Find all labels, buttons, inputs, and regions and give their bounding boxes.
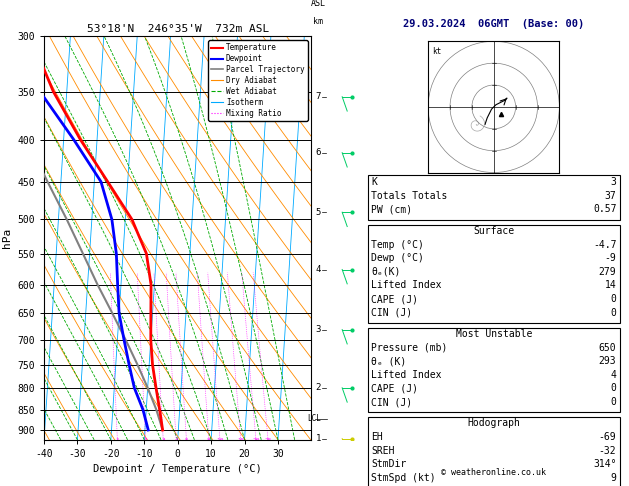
Text: 6: 6: [315, 148, 321, 157]
Legend: Temperature, Dewpoint, Parcel Trajectory, Dry Adiabat, Wet Adiabat, Isotherm, Mi: Temperature, Dewpoint, Parcel Trajectory…: [208, 40, 308, 121]
Text: PW (cm): PW (cm): [371, 204, 412, 214]
Text: -4.7: -4.7: [593, 240, 616, 250]
Text: Lifted Index: Lifted Index: [371, 280, 442, 291]
Text: θₑ (K): θₑ (K): [371, 356, 406, 366]
Text: 4: 4: [315, 265, 321, 274]
Text: 314°: 314°: [593, 459, 616, 469]
Text: 2: 2: [315, 383, 321, 392]
Text: LCL: LCL: [307, 414, 321, 423]
Text: ASL: ASL: [311, 0, 326, 8]
Text: 5: 5: [184, 438, 188, 443]
Text: 25: 25: [264, 438, 272, 443]
Text: km: km: [313, 17, 323, 26]
Text: -32: -32: [599, 446, 616, 456]
Text: 650: 650: [599, 343, 616, 353]
Text: Surface: Surface: [473, 226, 515, 236]
Text: -69: -69: [599, 432, 616, 442]
Text: -9: -9: [604, 253, 616, 263]
Text: SREH: SREH: [371, 446, 394, 456]
Text: 9: 9: [611, 473, 616, 483]
Text: 1: 1: [116, 438, 120, 443]
Text: 37: 37: [604, 191, 616, 201]
Text: Pressure (mb): Pressure (mb): [371, 343, 447, 353]
Text: StmDir: StmDir: [371, 459, 406, 469]
Text: 5: 5: [315, 208, 321, 217]
Text: kt: kt: [433, 48, 442, 56]
Text: 8: 8: [207, 438, 211, 443]
Text: Dewp (°C): Dewp (°C): [371, 253, 424, 263]
Text: 0: 0: [611, 383, 616, 394]
Text: Lifted Index: Lifted Index: [371, 370, 442, 380]
Text: Totals Totals: Totals Totals: [371, 191, 447, 201]
Text: 29.03.2024  06GMT  (Base: 00): 29.03.2024 06GMT (Base: 00): [403, 19, 584, 30]
Text: Most Unstable: Most Unstable: [455, 329, 532, 339]
Text: θₑ(K): θₑ(K): [371, 267, 401, 277]
Text: 3: 3: [611, 177, 616, 187]
Text: K: K: [371, 177, 377, 187]
Text: Temp (°C): Temp (°C): [371, 240, 424, 250]
Text: EH: EH: [371, 432, 383, 442]
Text: Hodograph: Hodograph: [467, 418, 520, 429]
Y-axis label: hPa: hPa: [2, 228, 12, 248]
Text: 0: 0: [611, 308, 616, 318]
Title: 53°18'N  246°35'W  732m ASL: 53°18'N 246°35'W 732m ASL: [87, 24, 269, 35]
Text: 0: 0: [611, 397, 616, 407]
Text: 3: 3: [162, 438, 165, 443]
Text: CIN (J): CIN (J): [371, 397, 412, 407]
Text: CIN (J): CIN (J): [371, 308, 412, 318]
Text: CAPE (J): CAPE (J): [371, 294, 418, 304]
Text: 293: 293: [599, 356, 616, 366]
Text: 10: 10: [216, 438, 224, 443]
Text: 4: 4: [611, 370, 616, 380]
Text: 2: 2: [144, 438, 148, 443]
Text: 4: 4: [174, 438, 178, 443]
Text: 14: 14: [604, 280, 616, 291]
Text: 3: 3: [315, 325, 321, 334]
X-axis label: Dewpoint / Temperature (°C): Dewpoint / Temperature (°C): [93, 465, 262, 474]
Text: 1: 1: [315, 434, 321, 443]
Text: 7: 7: [315, 92, 321, 101]
Text: 20: 20: [252, 438, 260, 443]
Text: © weatheronline.co.uk: © weatheronline.co.uk: [442, 468, 546, 477]
Text: 0.57: 0.57: [593, 204, 616, 214]
Text: StmSpd (kt): StmSpd (kt): [371, 473, 436, 483]
Text: 279: 279: [599, 267, 616, 277]
Text: 15: 15: [237, 438, 245, 443]
Text: CAPE (J): CAPE (J): [371, 383, 418, 394]
Text: 0: 0: [611, 294, 616, 304]
